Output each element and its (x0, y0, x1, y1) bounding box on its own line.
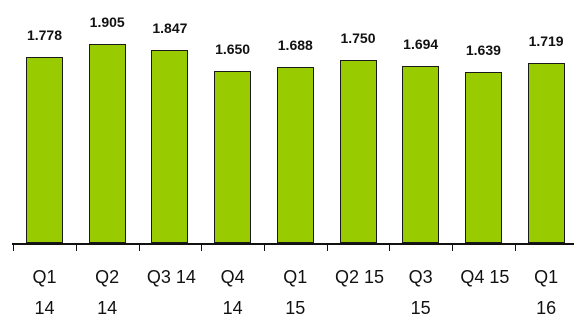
x-tick (389, 243, 390, 251)
value-label: 1.650 (215, 40, 251, 57)
x-tick-label: Q2 14 (95, 267, 120, 318)
x-tick-label: Q3 14 (146, 267, 196, 287)
value-label: 1.778 (26, 27, 63, 44)
x-tick-label: Q1 15 (283, 267, 308, 318)
x-tick (452, 243, 453, 251)
bar (402, 65, 440, 243)
bar (464, 71, 502, 243)
x-tick-label: Q1 16 (534, 267, 559, 318)
bar (88, 43, 126, 243)
bar (151, 49, 189, 243)
x-tick (264, 243, 265, 251)
x-tick-label: Q1 14 (32, 267, 57, 318)
x-tick (13, 243, 14, 251)
x-tick (327, 243, 328, 251)
value-label: 1.694 (403, 35, 439, 52)
value-label: 1.639 (465, 41, 501, 58)
value-label: 1.688 (277, 36, 313, 53)
bar (339, 60, 377, 243)
bar (276, 66, 314, 243)
x-tick (76, 243, 77, 251)
value-label: 1.750 (340, 30, 376, 47)
x-tick-label: Q3 15 (408, 267, 433, 318)
bar (527, 63, 565, 243)
x-tick (201, 243, 202, 251)
bar (214, 70, 252, 243)
x-tick (139, 243, 140, 251)
x-tick-label: Q4 15 (460, 267, 510, 287)
bar (26, 57, 63, 243)
x-tick-label: Q4 14 (220, 267, 245, 318)
x-tick (515, 243, 516, 251)
value-label: 1.719 (528, 33, 564, 50)
value-label: 1.905 (89, 13, 125, 30)
x-tick-label: Q2 15 (335, 267, 385, 287)
value-label: 1.847 (152, 19, 188, 36)
x-axis (12, 243, 574, 245)
